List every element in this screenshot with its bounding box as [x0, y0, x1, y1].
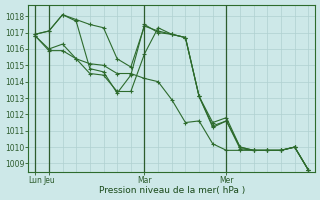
X-axis label: Pression niveau de la mer( hPa ): Pression niveau de la mer( hPa ) [99, 186, 245, 195]
